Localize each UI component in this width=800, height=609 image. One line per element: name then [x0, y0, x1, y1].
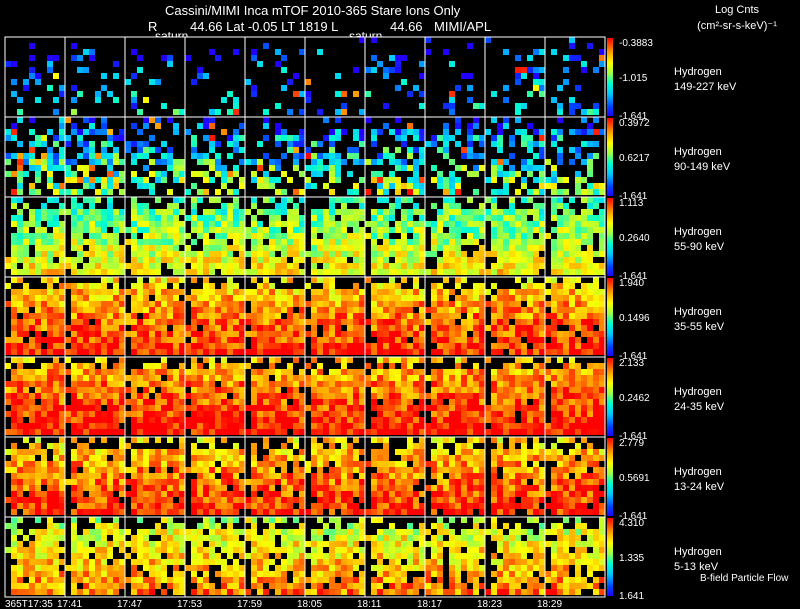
- time-tick-label: 18:11: [357, 599, 382, 609]
- heatmap-panel: [4, 516, 606, 598]
- energy-label: 90-149 keV: [674, 161, 731, 173]
- time-tick-label: 17:53: [177, 599, 202, 609]
- colorbar-title: Log Cnts: [715, 4, 760, 16]
- time-tick-label: 18:23: [477, 599, 502, 609]
- colorbar: 4.310 1.335 1.641: [607, 518, 644, 602]
- heatmap-panel: [4, 356, 606, 438]
- colorbar-max-label: 1.940: [619, 278, 644, 289]
- heatmap-panels: [4, 36, 606, 598]
- panel-border: [4, 516, 606, 598]
- energy-label: 24-35 keV: [674, 401, 725, 413]
- colorbar-max-label: 1.113: [619, 198, 644, 209]
- heatmap-panel: [4, 436, 606, 518]
- colorbar-max-label: 4.310: [619, 518, 644, 529]
- colorbar-min-label: -1.641: [619, 191, 648, 202]
- colorbars: -0.3883-1.015-1.6410.39720.6217-1.6411.1…: [607, 38, 653, 602]
- colorbar-min-label: -1.641: [619, 271, 648, 282]
- energy-label: 149-227 keV: [674, 81, 737, 93]
- species-label: Hydrogen: [674, 466, 722, 478]
- species-label: Hydrogen: [674, 146, 722, 158]
- colorbar-mid-label: 0.1496: [619, 313, 650, 324]
- energy-label: 55-90 keV: [674, 241, 725, 253]
- species-label: Hydrogen: [674, 226, 722, 238]
- time-tick-label: 17:59: [237, 599, 262, 609]
- colorbar-min-label: -1.641: [619, 431, 648, 442]
- time-tick-label: 17:41: [57, 599, 82, 609]
- time-axis: 365T17:35 17:41 17:47 17:53 17:59 18:05 18:11 1…: [5, 599, 562, 609]
- colorbar-max-label: 2.133: [619, 358, 644, 369]
- species-label: Hydrogen: [674, 386, 722, 398]
- energy-label: 13-24 keV: [674, 481, 725, 493]
- colorbar: -0.3883 -1.015 -1.641: [607, 38, 653, 122]
- colorbar: 1.113 0.2640 -1.641: [607, 198, 650, 282]
- time-tick-label: 18:05: [297, 599, 322, 609]
- colorbar-min-label: -1.641: [619, 511, 648, 522]
- colorbar-mid-label: -1.015: [619, 73, 648, 84]
- time-tick-label: 365T17:35: [5, 599, 53, 609]
- b-field-note: B-field Particle Flow: [700, 573, 789, 584]
- colorbar: 2.779 0.5691 -1.641: [607, 438, 650, 522]
- heatmap-panel: [4, 36, 606, 118]
- panel-labels: Hydrogen 149-227 keV Hydrogen 90-149 keV Hyd…: [674, 66, 737, 573]
- figure-title: Cassini/MIMI Inca mTOF 2010-365 Stare Io…: [165, 3, 461, 18]
- colorbar-max-label: 2.779: [619, 438, 644, 449]
- species-label: Hydrogen: [674, 66, 722, 78]
- colorbar-max-label: -0.3883: [619, 38, 653, 49]
- time-tick-label: 18:17: [417, 599, 442, 609]
- l-shell-value: 44.66: [390, 19, 423, 34]
- colorbar-mid-label: 1.335: [619, 553, 644, 564]
- colorbar-min-label: 1.641: [619, 591, 644, 602]
- colorbar-max-label: 0.3972: [619, 118, 650, 129]
- colorbar-mid-label: 0.6217: [619, 153, 650, 164]
- species-label: Hydrogen: [674, 306, 722, 318]
- colorbar: 2.133 0.2462 -1.641: [607, 358, 650, 442]
- heatmap-panel: [4, 196, 606, 278]
- colorbar: 0.3972 0.6217 -1.641: [607, 118, 650, 202]
- r-label: R: [148, 19, 157, 34]
- position-info: 44.66 Lat -0.05 LT 1819 L: [190, 19, 338, 34]
- colorbar-mid-label: 0.5691: [619, 473, 650, 484]
- colorbar-min-label: -1.641: [619, 111, 648, 122]
- species-label: Hydrogen: [674, 546, 722, 558]
- colorbar-units: (cm²-sr-s-keV)⁻¹: [697, 20, 777, 32]
- credit-label: MIMI/APL: [434, 19, 491, 34]
- colorbar-min-label: -1.641: [619, 351, 648, 362]
- time-tick-label: 17:47: [117, 599, 142, 609]
- energy-label: 35-55 keV: [674, 321, 725, 333]
- heatmap-panel: [4, 276, 606, 358]
- colorbar-mid-label: 0.2462: [619, 393, 650, 404]
- colorbar-mid-label: 0.2640: [619, 233, 650, 244]
- energy-label: 5-13 keV: [674, 561, 719, 573]
- time-tick-label: 18:29: [537, 599, 562, 609]
- colorbar: 1.940 0.1496 -1.641: [607, 278, 650, 362]
- heatmap-panel: [4, 116, 606, 198]
